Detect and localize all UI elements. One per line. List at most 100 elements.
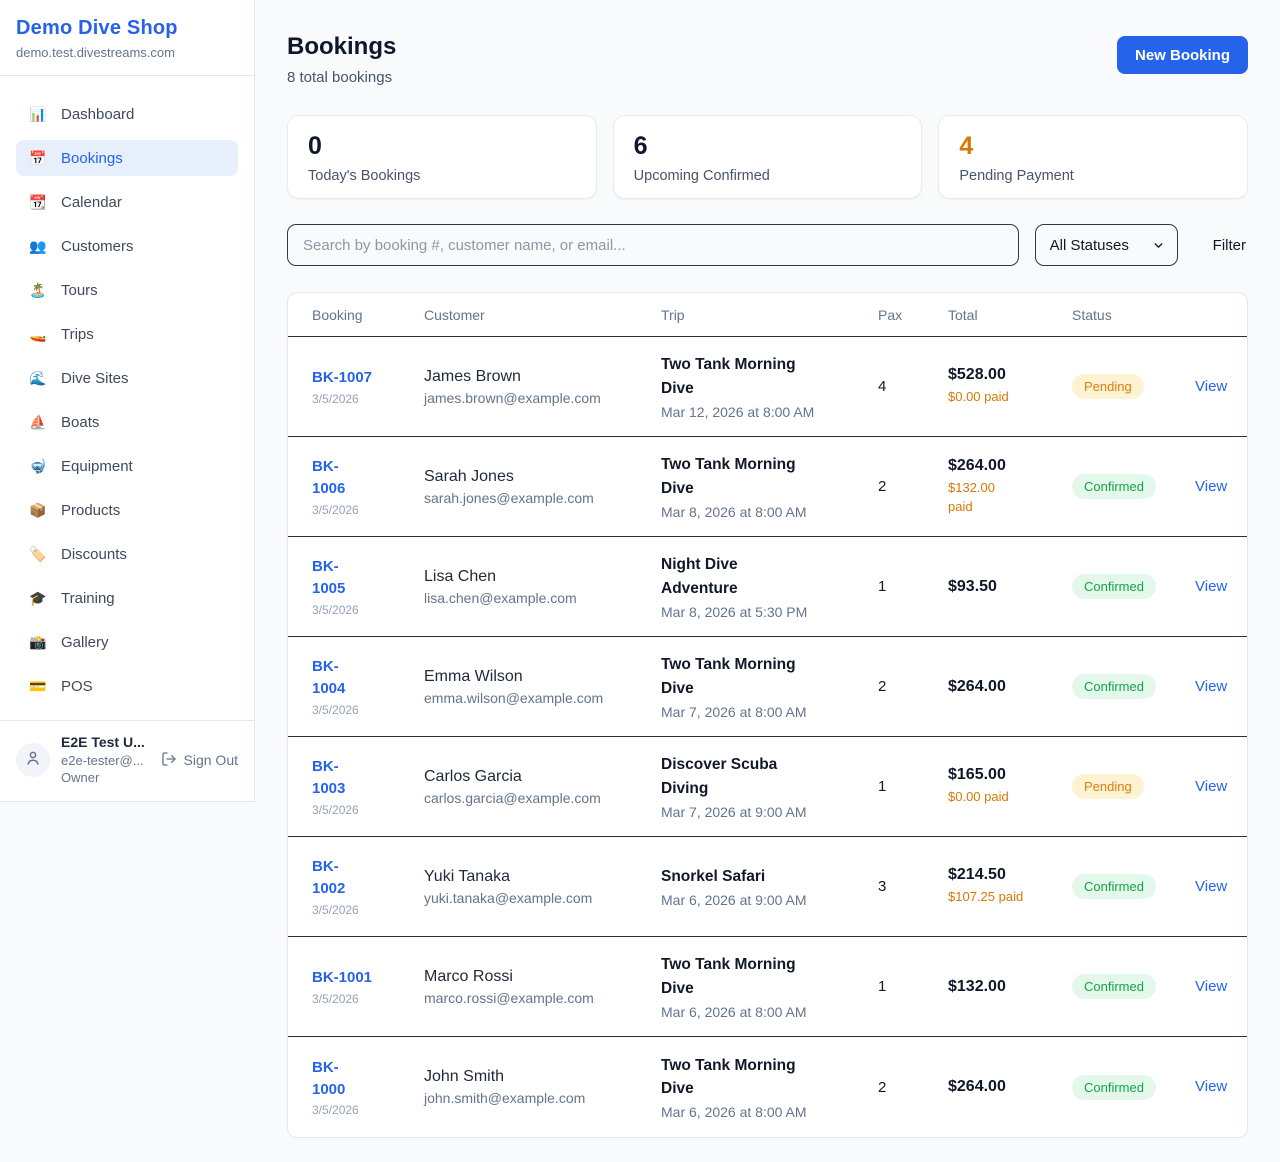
column-header-booking: Booking [312,306,363,323]
booking-id-link[interactable]: BK-1006 [312,458,346,497]
table-row: BK-1005 3/5/2026 Lisa Chen lisa.chen@exampl… [288,537,1247,637]
status-cell: Confirmed [1072,1074,1195,1100]
sidebar-item-dive-sites[interactable]: 🌊 Dive Sites [16,360,238,396]
customer-cell: Carlos Garcia carlos.garcia@example.com [424,768,661,806]
sidebar-item-training[interactable]: 🎓 Training [16,580,238,616]
sidebar-item-calendar[interactable]: 📆 Calendar [16,184,238,220]
trip-cell: Discover Scuba Diving Mar 7, 2026 at 9:00… [661,753,878,820]
table-header-row: Booking Customer Trip Pax Total Status [288,293,1247,337]
pax-count: 3 [878,878,887,895]
dashboard-icon: 📊 [29,105,47,122]
booking-date: 3/5/2026 [312,1103,359,1118]
customer-name: Lisa Chen [424,567,497,585]
search-input[interactable] [287,224,1019,266]
actions-cell: View [1195,378,1227,396]
user-name: E2E Test U... [61,734,145,751]
total-cell: $528.00 $0.00 paid [948,366,1072,406]
customer-email: carlos.garcia@example.com [424,789,601,806]
customer-email: emma.wilson@example.com [424,689,604,706]
trips-icon: 🚤 [29,325,47,342]
booking-id-link[interactable]: BK-1007 [312,369,373,387]
table-row: BK-1004 3/5/2026 Emma Wilson emma.wilson@ex… [288,637,1247,737]
user-block: E2E Test U... e2e-tester@... Owner [61,733,150,787]
trip-datetime: Mar 7, 2026 at 8:00 AM [661,703,807,720]
status-filter-value: All Statuses [1049,236,1129,254]
table-row: BK-1003 3/5/2026 Carlos Garcia carlos.garci… [288,737,1247,837]
sidebar-item-label: Equipment [61,457,133,475]
sidebar: Demo Dive Shop demo.test.divestreams.com… [0,0,255,802]
sidebar-nav: 📊 Dashboard 📅 Bookings 📆 Calendar 👥 Customers 🏝️… [0,76,254,704]
trip-name: Two Tank Morning Dive [661,356,796,397]
total-amount: $165.00 [948,766,1006,784]
status-badge: Confirmed [1072,874,1156,899]
view-link[interactable]: View [1195,577,1228,595]
new-booking-button[interactable]: New Booking [1116,36,1248,74]
trip-name: Two Tank Morning Dive [661,1056,796,1097]
booking-id-link[interactable]: BK-1004 [312,658,346,697]
sidebar-item-products[interactable]: 📦 Products [16,492,238,528]
view-link[interactable]: View [1195,977,1228,995]
page-title: Bookings [287,33,397,60]
stat-value: 4 [959,132,974,160]
sidebar-item-gallery[interactable]: 📸 Gallery [16,624,238,660]
booking-id-link[interactable]: BK-1000 [312,1058,346,1098]
view-link[interactable]: View [1195,477,1228,495]
filter-button[interactable]: Filter [1212,236,1246,254]
booking-date: 3/5/2026 [312,902,359,917]
booking-id-link[interactable]: BK-1003 [312,758,346,797]
sidebar-item-label: Tours [61,281,98,299]
sidebar-item-boats[interactable]: ⛵ Boats [16,404,238,440]
status-cell: Confirmed [1072,574,1195,599]
sidebar-item-equipment[interactable]: 🤿 Equipment [16,448,238,484]
sidebar-item-tours[interactable]: 🏝️ Tours [16,272,238,308]
sidebar-item-customers[interactable]: 👥 Customers [16,228,238,264]
actions-cell: View [1195,478,1227,496]
customer-cell: Emma Wilson emma.wilson@example.com [424,668,661,706]
sidebar-item-discounts[interactable]: 🏷️ Discounts [16,536,238,572]
view-link[interactable]: View [1195,1078,1228,1095]
paid-amount: $132.00 paid [948,480,995,514]
trip-cell: Two Tank Morning Dive Mar 7, 2026 at 8:00… [661,653,878,720]
status-badge: Confirmed [1072,574,1156,599]
sidebar-item-label: Trips [61,325,94,343]
customer-name: Sarah Jones [424,467,514,485]
total-amount: $528.00 [948,366,1006,384]
booking-id-link[interactable]: BK-1002 [312,858,346,897]
sidebar-item-pos[interactable]: 💳 POS [16,668,238,704]
stat-card-upcoming-confirmed: 6 Upcoming Confirmed [612,115,923,199]
sidebar-item-bookings[interactable]: 📅 Bookings [16,140,238,176]
actions-cell: View [1195,978,1227,996]
total-cell: $93.50 [948,578,1072,596]
view-link[interactable]: View [1195,877,1228,895]
booking-date: 3/5/2026 [312,602,359,617]
paid-amount: $0.00 paid [948,789,1009,805]
view-link[interactable]: View [1195,377,1228,395]
status-filter-select[interactable]: All Statuses [1034,224,1178,266]
trip-datetime: Mar 6, 2026 at 8:00 AM [661,1104,807,1121]
status-badge: Confirmed [1072,1074,1156,1100]
view-link[interactable]: View [1195,677,1228,695]
table-row: BK-1000 3/5/2026 John Smith john.smith@exam… [288,1037,1247,1137]
paid-amount: $107.25 paid [948,889,1024,905]
trip-cell: Two Tank Morning Dive Mar 12, 2026 at 8:0… [661,353,878,420]
sidebar-item-dashboard[interactable]: 📊 Dashboard [16,96,238,132]
total-cell: $264.00 $132.00 paid [948,457,1072,515]
total-cell: $214.50 $107.25 paid [948,866,1072,906]
booking-id-link[interactable]: BK-1001 [312,969,373,987]
calendar-icon: 📆 [29,193,47,210]
sidebar-item-label: Products [61,501,121,519]
customer-name: Emma Wilson [424,667,523,685]
gallery-icon: 📸 [29,633,47,650]
pax-count: 2 [878,478,887,495]
pax-count: 2 [878,678,887,695]
chevron-down-icon [1152,239,1165,252]
booking-cell: BK-1003 3/5/2026 [312,756,424,817]
customer-name: Yuki Tanaka [424,867,510,885]
sign-out-button[interactable]: Sign Out [161,751,238,770]
sidebar-item-trips[interactable]: 🚤 Trips [16,316,238,352]
booking-id-link[interactable]: BK-1005 [312,558,346,597]
view-link[interactable]: View [1195,777,1228,795]
sidebar-item-label: Calendar [61,193,122,211]
discounts-icon: 🏷️ [29,545,47,562]
status-badge: Pending [1072,774,1144,799]
